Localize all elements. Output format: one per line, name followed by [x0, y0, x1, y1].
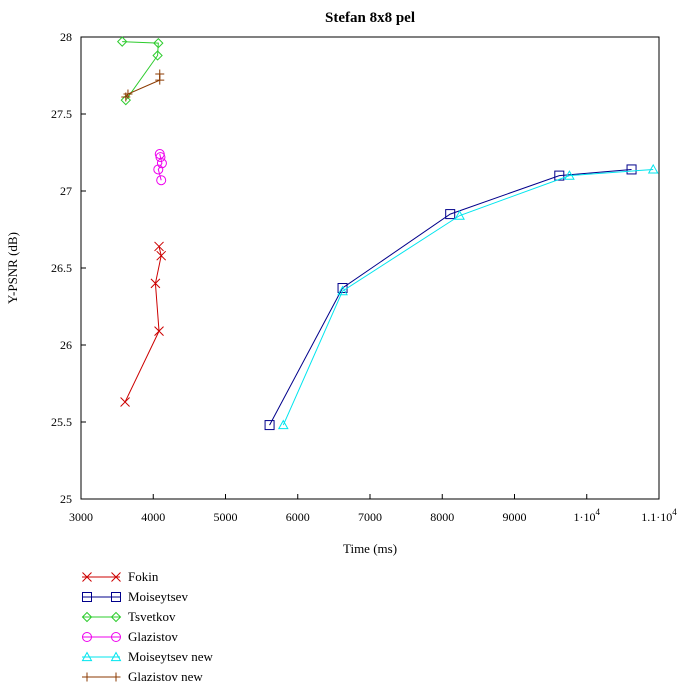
- chart-title: Stefan 8x8 pel: [325, 10, 415, 26]
- data-point-fokin: [120, 397, 130, 407]
- data-point-fokin: [154, 241, 164, 252]
- x-tick-label: 9000: [503, 510, 527, 524]
- x-tick-label: 4000: [141, 510, 165, 524]
- data-point-moiseytsev: [626, 164, 637, 175]
- y-tick-label: 26.5: [51, 261, 72, 275]
- legend-marker: [111, 632, 121, 642]
- legend-label: Fokin: [128, 569, 159, 584]
- data-point-moiseytsev-new: [454, 210, 465, 220]
- legend-marker: [82, 572, 92, 582]
- y-tick-label: 25: [60, 492, 72, 506]
- series-moiseytsev-new: [277, 163, 659, 430]
- series-line-moiseytsev: [269, 168, 632, 426]
- series-line-fokin: [124, 246, 162, 403]
- legend-label: Glazistov: [128, 629, 178, 644]
- legend-marker: [110, 651, 122, 662]
- x-tick-label: 1·104: [574, 507, 601, 524]
- data-point-glazistov: [156, 175, 167, 186]
- x-tick-exponent: 4: [672, 507, 677, 517]
- series-tsvetkov: [116, 36, 164, 106]
- legend-marker: [82, 632, 92, 642]
- legend-marker: [82, 592, 92, 602]
- data-point-moiseytsev: [445, 209, 456, 220]
- data-point-fokin: [154, 326, 164, 336]
- legend-marker: [111, 592, 121, 602]
- legend-marker: [82, 672, 92, 682]
- data-point-glazistov: [154, 149, 165, 160]
- legend-label: Tsvetkov: [128, 609, 176, 624]
- y-tick-label: 28: [60, 30, 72, 44]
- legend-item-glazistov-new: Glazistov new: [82, 669, 203, 684]
- legend: Fokin Moiseytsev Tsvetkov Glazistov Moiseyts…: [81, 569, 213, 684]
- y-tick-label: 26: [60, 338, 72, 352]
- series-line-glazistov: [157, 153, 163, 181]
- data-point-glazistov: [153, 164, 164, 175]
- data-point-fokin: [156, 250, 167, 261]
- legend-item-moiseytsev-new: Moiseytsev new: [81, 649, 213, 664]
- data-point-moiseytsev: [264, 420, 275, 431]
- legend-marker: [81, 651, 93, 662]
- x-tick-label: 7000: [358, 510, 382, 524]
- data-point-moiseytsev-new: [277, 419, 289, 430]
- legend-item-fokin: Fokin: [82, 569, 159, 584]
- data-point-tsvetkov: [116, 36, 128, 47]
- series-line-tsvetkov: [122, 41, 159, 101]
- legend-label: Moiseytsev: [128, 589, 188, 604]
- plot-area: [80, 36, 660, 500]
- x-tick-label: 5000: [214, 510, 238, 524]
- x-tick-label: 6000: [286, 510, 310, 524]
- legend-label: Moiseytsev new: [128, 649, 213, 664]
- y-axis-label: Y-PSNR (dB): [5, 232, 20, 304]
- data-point-glazistov-new: [155, 69, 165, 79]
- data-point-glazistov-new: [123, 89, 133, 99]
- series-glazistov: [153, 149, 167, 186]
- x-tick-label: 3000: [69, 510, 93, 524]
- data-point-moiseytsev: [554, 170, 565, 181]
- x-tick-exponent: 4: [596, 507, 601, 517]
- y-tick-label: 25.5: [51, 415, 72, 429]
- series-layer: [116, 36, 659, 431]
- legend-marker: [111, 572, 121, 582]
- data-point-tsvetkov: [120, 94, 132, 106]
- data-point-tsvetkov: [153, 37, 164, 49]
- series-line-moiseytsev-new: [282, 168, 654, 426]
- x-axis-label: Time (ms): [343, 541, 397, 556]
- data-point-moiseytsev-new: [564, 170, 575, 180]
- data-point-moiseytsev-new: [337, 285, 348, 296]
- data-point-glazistov: [156, 158, 167, 169]
- x-axis: 3000 4000 5000 6000 7000 8000 9000 1·104 1.1·104: [69, 494, 677, 524]
- data-point-tsvetkov: [152, 50, 163, 61]
- legend-item-glazistov: Glazistov: [82, 629, 178, 644]
- y-axis: 25 25.5 26 26.5 27 27.5 28: [51, 30, 86, 506]
- legend-item-tsvetkov: Tsvetkov: [81, 609, 176, 624]
- series-moiseytsev: [264, 164, 637, 431]
- data-point-fokin: [150, 278, 161, 289]
- legend-marker: [111, 672, 121, 682]
- legend-marker: [110, 611, 122, 623]
- series-glazistov-new: [121, 69, 165, 102]
- legend-label: Glazistov new: [128, 669, 203, 684]
- y-tick-label: 27.5: [51, 107, 72, 121]
- legend-marker: [81, 611, 93, 623]
- series-fokin: [120, 241, 167, 407]
- data-point-moiseytsev-new: [647, 163, 659, 174]
- x-tick-label: 8000: [430, 510, 454, 524]
- x-tick-label: 1.1·104: [641, 507, 677, 524]
- y-tick-label: 27: [60, 184, 72, 198]
- legend-item-moiseytsev: Moiseytsev: [82, 589, 188, 604]
